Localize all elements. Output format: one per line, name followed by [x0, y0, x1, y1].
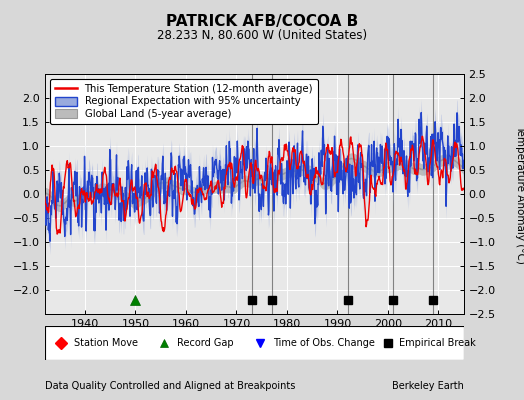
- Text: Time of Obs. Change: Time of Obs. Change: [273, 338, 375, 348]
- Text: Data Quality Controlled and Aligned at Breakpoints: Data Quality Controlled and Aligned at B…: [45, 381, 295, 391]
- Y-axis label: Temperature Anomaly (°C): Temperature Anomaly (°C): [515, 124, 524, 264]
- Text: Empirical Break: Empirical Break: [399, 338, 475, 348]
- Text: PATRICK AFB/COCOA B: PATRICK AFB/COCOA B: [166, 14, 358, 29]
- Legend: This Temperature Station (12-month average), Regional Expectation with 95% uncer: This Temperature Station (12-month avera…: [50, 79, 318, 124]
- Text: Station Move: Station Move: [74, 338, 138, 348]
- Text: Record Gap: Record Gap: [177, 338, 233, 348]
- Text: 28.233 N, 80.600 W (United States): 28.233 N, 80.600 W (United States): [157, 29, 367, 42]
- Text: Berkeley Earth: Berkeley Earth: [392, 381, 464, 391]
